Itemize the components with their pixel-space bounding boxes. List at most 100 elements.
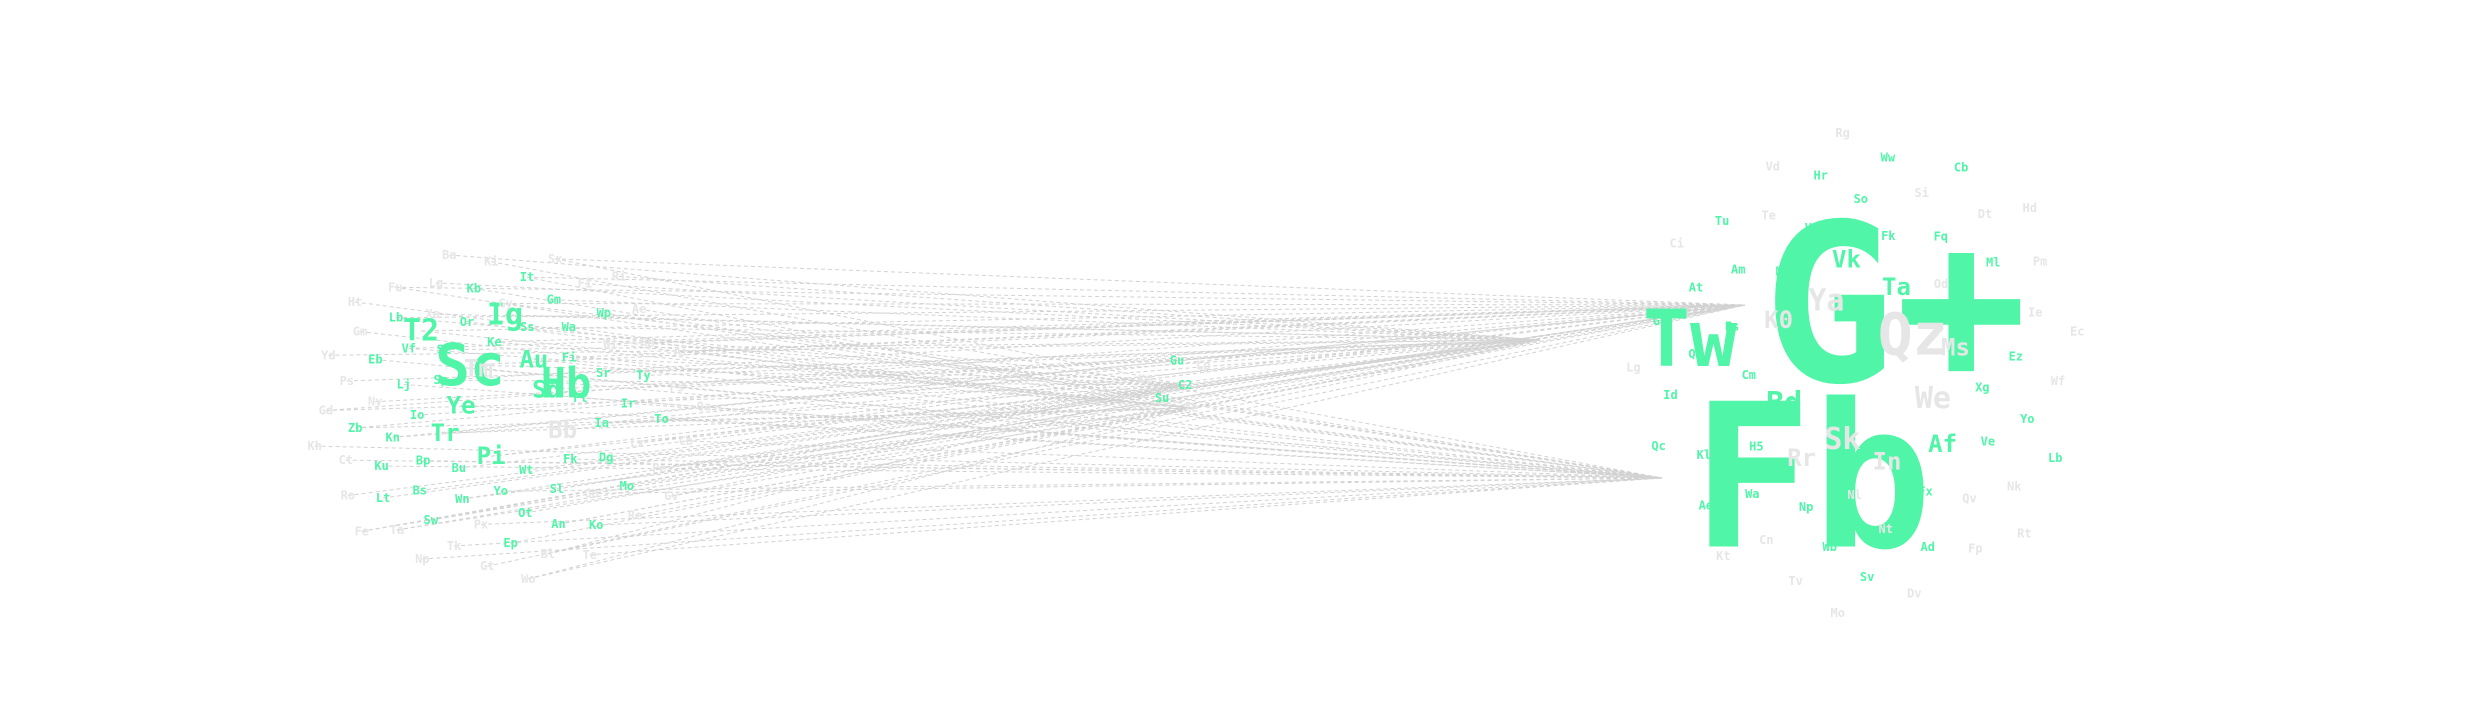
node-right-mo-72[interactable]: Mo: [1830, 606, 1844, 620]
node-left-an-45[interactable]: An: [551, 517, 565, 531]
node-left-eb-46[interactable]: Eb: [368, 353, 382, 367]
node-left-pi-6[interactable]: Pi: [477, 442, 506, 470]
node-left-ot-32[interactable]: Ot: [518, 506, 532, 520]
node-left-ke-15[interactable]: Ke: [487, 335, 501, 349]
node-left-lt-56[interactable]: Lt: [376, 491, 390, 505]
node-right-qc-62[interactable]: Qc: [1651, 439, 1665, 453]
node-center-gu-2[interactable]: Gu: [1170, 354, 1184, 368]
node-right-so-34[interactable]: So: [1854, 192, 1868, 206]
node-right-fs-23[interactable]: Fs: [1725, 320, 1739, 334]
node-right-hd-71[interactable]: Hd: [2022, 201, 2036, 215]
node-right-fp-56[interactable]: Fp: [1968, 541, 1982, 555]
node-left-fu-75[interactable]: Fu: [388, 280, 402, 294]
node-right-sv-51[interactable]: Sv: [1860, 570, 1874, 584]
node-left-al-81[interactable]: Al: [674, 345, 688, 359]
node-left-kh-85[interactable]: Kh: [307, 439, 321, 453]
node-left-sp-12[interactable]: Sp: [433, 373, 447, 387]
node-right-ya-5[interactable]: Ya: [1808, 284, 1844, 319]
node-left-se-20[interactable]: Se: [437, 343, 451, 357]
node-right-qv-35[interactable]: Qv: [1962, 491, 1976, 505]
node-right-np-25[interactable]: Np: [1799, 500, 1813, 514]
node-left-ta-69[interactable]: Ta: [390, 523, 404, 537]
node-left-t2-3[interactable]: T2: [403, 314, 439, 349]
node-left-bp-22[interactable]: Bp: [416, 454, 430, 468]
node-left-gt-74[interactable]: Gt: [480, 559, 494, 573]
node-left-io-17[interactable]: Io: [410, 408, 424, 422]
node-right-sk-4[interactable]: Sk: [1824, 422, 1860, 457]
node-left-au-10[interactable]: Au: [519, 345, 548, 373]
node-right-k0-10[interactable]: K0: [1764, 306, 1793, 334]
node-center-ke-4[interactable]: Ke: [1138, 372, 1152, 386]
node-right-tv-59[interactable]: Tv: [1788, 574, 1802, 588]
node-right-rt-69[interactable]: Rt: [2017, 526, 2031, 540]
node-left-sw-48[interactable]: Sw: [424, 513, 439, 527]
node-center-su-1[interactable]: Su: [1155, 391, 1169, 405]
node-left-lx-42[interactable]: Lx: [630, 436, 644, 450]
node-left-ba-83[interactable]: Ba: [442, 248, 456, 262]
node-right-vd-60[interactable]: Vd: [1765, 159, 1779, 173]
node-left-cb-76[interactable]: Cb: [679, 434, 693, 448]
node-left-wo-87[interactable]: Wo: [521, 572, 535, 586]
node-left-ny-38[interactable]: Ny: [368, 395, 382, 409]
node-left-re-71[interactable]: Re: [628, 509, 642, 523]
node-left-bl-66[interactable]: Bl: [541, 547, 555, 561]
node-right-dt-50[interactable]: Dt: [1978, 207, 1992, 221]
node-left-hp-60[interactable]: Hp: [640, 336, 654, 350]
node-right-pm-58[interactable]: Pm: [2033, 255, 2047, 269]
node-left-ig-2[interactable]: Ig: [487, 298, 523, 333]
node-right-cm-15[interactable]: Cm: [1742, 368, 1756, 382]
node-right-wf-53[interactable]: Wf: [2051, 374, 2065, 388]
node-right-vn-26[interactable]: Vn: [1805, 221, 1819, 235]
node-left-ro-77[interactable]: Ro: [341, 489, 355, 503]
node-left-ye-4[interactable]: Ye: [447, 391, 476, 419]
node-left-sc-0[interactable]: Sc: [435, 331, 505, 399]
node-left-fe-90[interactable]: Fe: [355, 524, 369, 538]
node-left-pe-63[interactable]: Pe: [652, 461, 666, 475]
node-left-sr-26[interactable]: Sr: [596, 366, 610, 380]
node-right-ta-8[interactable]: Ta: [1882, 273, 1911, 301]
node-right-at-44[interactable]: At: [1689, 280, 1703, 294]
node-left-ss-23[interactable]: Ss: [520, 320, 534, 334]
node-left-ty-47[interactable]: Ty: [636, 369, 650, 383]
node-left-go-37[interactable]: Go: [584, 486, 598, 500]
node-left-ku-43[interactable]: Ku: [374, 459, 388, 473]
node-left-wi-39[interactable]: Wi: [603, 337, 617, 351]
node-right-od-16[interactable]: Od: [1934, 277, 1948, 291]
node-left-np-82[interactable]: Np: [415, 552, 429, 566]
node-right-yo-40[interactable]: Yo: [2020, 412, 2034, 426]
node-left-ia-21[interactable]: Ia: [594, 416, 608, 430]
node-right-rr-12[interactable]: Rr: [1787, 444, 1816, 472]
node-right-ve-27[interactable]: Ve: [1981, 435, 1995, 449]
node-right-in-9[interactable]: In: [1873, 448, 1902, 476]
node-left-te-79[interactable]: Te: [583, 548, 597, 562]
node-right-ie-45[interactable]: Ie: [2028, 306, 2042, 320]
node-right-qo-36[interactable]: Qo: [1688, 347, 1702, 361]
node-right-am-31[interactable]: Am: [1731, 263, 1745, 277]
node-left-wt-11[interactable]: Wt: [519, 463, 533, 477]
node-right-rg-68[interactable]: Rg: [1835, 126, 1849, 140]
node-left-yo-19[interactable]: Yo: [493, 484, 507, 498]
node-left-bu-14[interactable]: Bu: [452, 461, 466, 475]
node-right-lg-70[interactable]: Lg: [1626, 361, 1640, 375]
node-left-kb-49[interactable]: Kb: [467, 282, 481, 296]
node-left-wn-27[interactable]: Wn: [455, 492, 469, 506]
node-left-xa-41[interactable]: Xa: [426, 307, 440, 321]
node-left-gv-84[interactable]: Gv: [664, 489, 678, 503]
node-right-ww-55[interactable]: Ww: [1881, 150, 1896, 164]
node-right-xg-19[interactable]: Xg: [1975, 381, 1989, 395]
node-center-lp-5[interactable]: Lp: [1196, 359, 1210, 373]
node-center-c2-0[interactable]: C2: [1178, 378, 1192, 392]
node-right-wb-38[interactable]: Wb: [1822, 540, 1836, 554]
node-left-qa-89[interactable]: Qa: [697, 400, 711, 414]
node-left-mo-50[interactable]: Mo: [620, 479, 634, 493]
node-left-fs-68[interactable]: Fs: [669, 381, 683, 395]
node-right-fb-1[interactable]: Fb: [1692, 362, 1933, 595]
node-right-cn-46[interactable]: Cn: [1759, 533, 1773, 547]
node-right-fr-24[interactable]: Fr: [1977, 302, 1991, 316]
node-left-ht-88[interactable]: Ht: [348, 295, 362, 309]
node-left-tr-9[interactable]: Tr: [431, 419, 460, 447]
node-right-dv-64[interactable]: Dv: [1907, 587, 1921, 601]
node-right-fk-21[interactable]: Fk: [1881, 229, 1896, 243]
node-right-nk-48[interactable]: Nk: [2007, 480, 2022, 494]
node-left-ae-73[interactable]: Ae: [632, 302, 646, 316]
